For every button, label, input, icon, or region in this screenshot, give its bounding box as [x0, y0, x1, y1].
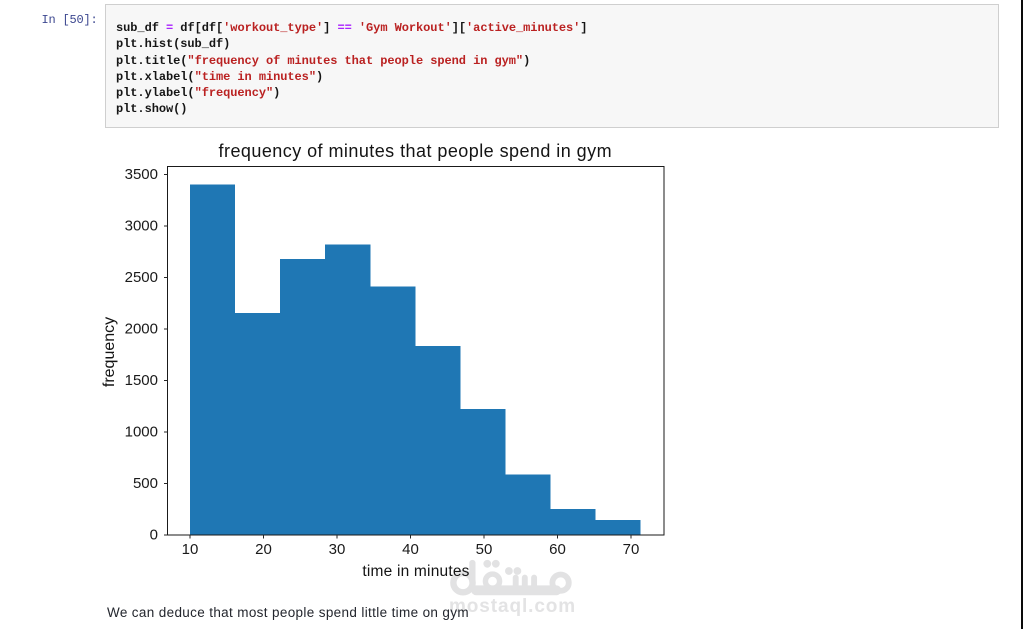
svg-text:2000: 2000 [125, 320, 158, 337]
svg-text:30: 30 [329, 541, 346, 558]
svg-text:500: 500 [133, 475, 158, 492]
svg-text:frequency: frequency [101, 317, 118, 387]
svg-text:time in minutes: time in minutes [362, 563, 469, 580]
svg-text:0: 0 [150, 526, 158, 543]
svg-text:3000: 3000 [125, 217, 158, 234]
svg-text:60: 60 [549, 541, 566, 558]
svg-text:20: 20 [255, 541, 272, 558]
svg-text:2500: 2500 [125, 269, 158, 286]
svg-text:40: 40 [402, 541, 419, 558]
svg-text:1000: 1000 [125, 423, 158, 440]
svg-text:10: 10 [182, 541, 199, 558]
svg-text:70: 70 [623, 541, 640, 558]
svg-text:frequency of minutes that peop: frequency of minutes that people spend i… [219, 141, 612, 161]
svg-text:3500: 3500 [125, 166, 158, 183]
svg-text:50: 50 [476, 541, 493, 558]
svg-text:1500: 1500 [125, 372, 158, 389]
